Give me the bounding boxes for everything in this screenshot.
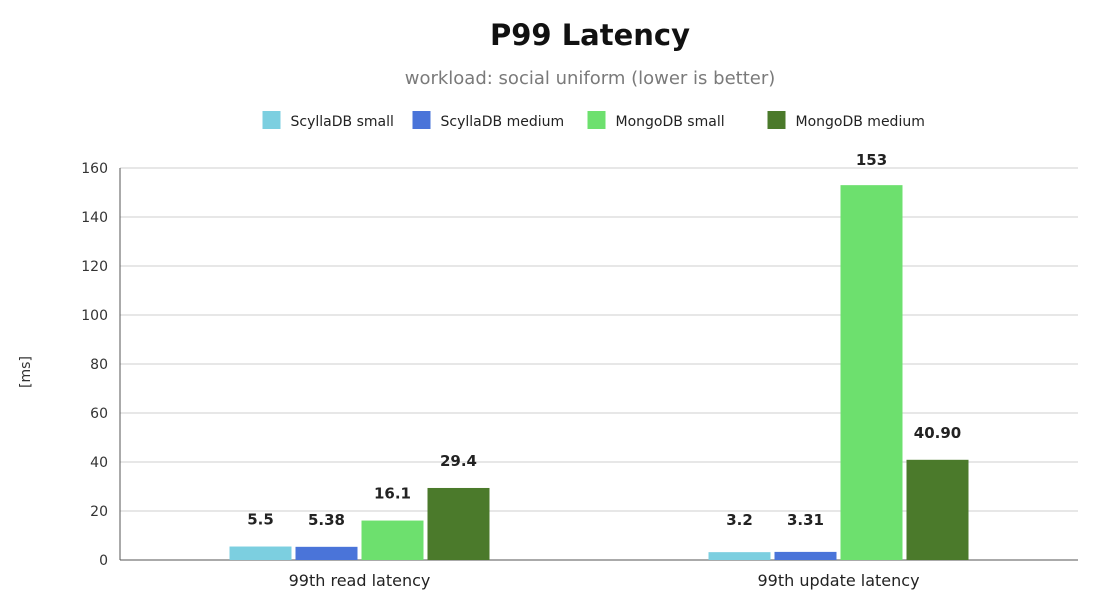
chart-legend: ScyllaDB small ScyllaDB medium MongoDB sma… bbox=[262, 111, 925, 130]
data-label: 3.2 bbox=[726, 511, 753, 529]
x-category-label: 99th read latency bbox=[289, 571, 431, 590]
chart-subtitle: workload: social uniform (lower is bette… bbox=[405, 68, 776, 89]
bar bbox=[708, 552, 771, 560]
data-label: 29.4 bbox=[440, 452, 477, 470]
y-tick-label: 20 bbox=[90, 504, 108, 520]
legend-entry: ScyllaDB medium bbox=[441, 114, 565, 130]
legend-entry: MongoDB medium bbox=[796, 114, 925, 130]
bar bbox=[906, 459, 969, 560]
y-tick-label: 100 bbox=[81, 308, 108, 324]
bar bbox=[427, 487, 490, 560]
bar bbox=[295, 546, 358, 560]
y-tick-label: 60 bbox=[90, 406, 108, 422]
data-label: 5.38 bbox=[308, 511, 345, 529]
bar bbox=[361, 520, 424, 560]
legend-swatch bbox=[767, 111, 786, 129]
x-category-label: 99th update latency bbox=[757, 571, 919, 590]
x-axis-categories: 99th read latency 99th update latency bbox=[289, 571, 920, 590]
legend-entry: MongoDB small bbox=[616, 114, 725, 130]
y-tick-label: 120 bbox=[81, 259, 108, 275]
legend-swatch bbox=[262, 111, 281, 129]
bar-group: 5.5 5.38 16.1 29.4 3.2 3.31 153 40.90 bbox=[229, 151, 969, 560]
y-tick-label: 40 bbox=[90, 455, 108, 471]
data-label: 16.1 bbox=[374, 485, 411, 503]
y-tick-label: 160 bbox=[81, 161, 108, 177]
bar bbox=[774, 551, 837, 560]
y-tick-label: 140 bbox=[81, 210, 108, 226]
legend-entry: ScyllaDB small bbox=[291, 114, 394, 130]
data-label: 3.31 bbox=[787, 511, 824, 529]
y-axis-ticks: 0 20 40 60 80 100 120 140 160 bbox=[81, 161, 108, 569]
data-label: 5.5 bbox=[247, 511, 274, 529]
gridlines bbox=[119, 167, 1078, 561]
bar bbox=[840, 185, 903, 560]
chart-title: P99 Latency bbox=[490, 18, 690, 52]
legend-swatch bbox=[587, 111, 606, 129]
y-axis-label: [ms] bbox=[18, 356, 34, 388]
legend-swatch bbox=[412, 111, 431, 129]
y-tick-label: 0 bbox=[99, 553, 108, 569]
data-label: 40.90 bbox=[914, 424, 961, 442]
y-tick-label: 80 bbox=[90, 357, 108, 373]
data-label: 153 bbox=[856, 151, 887, 169]
bar bbox=[229, 546, 292, 560]
